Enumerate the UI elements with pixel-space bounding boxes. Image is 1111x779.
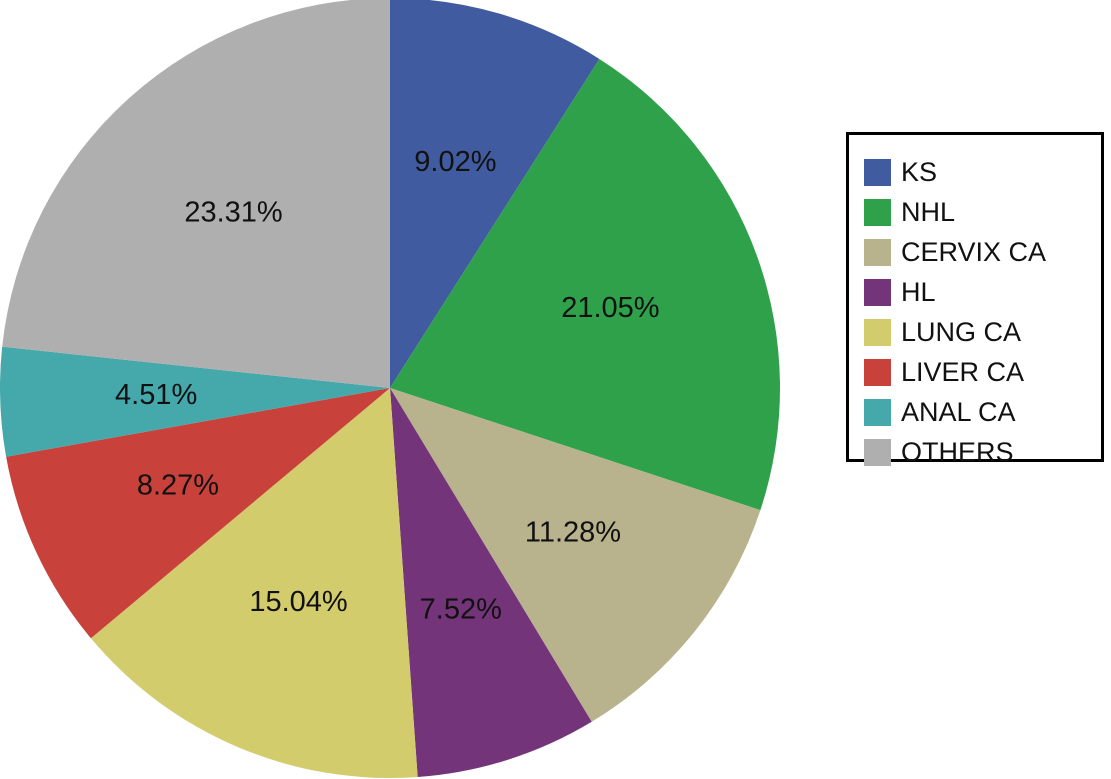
pie-slice-ks xyxy=(390,0,600,388)
legend-item-lung-ca: LUNG CA xyxy=(864,312,1101,352)
legend-label: LUNG CA xyxy=(901,316,1022,347)
pie-value-labels: 9.02% 21.05% 11.28% 7.52% 15.04% 8.27% 4.51% 23… xyxy=(115,146,660,626)
pie-slice-lung-ca xyxy=(90,388,418,778)
legend-item-cervix-ca: CERVIX CA xyxy=(864,232,1101,272)
legend-swatch xyxy=(864,238,891,266)
legend-swatch xyxy=(864,398,891,426)
pie-value-label-ks: 9.02% xyxy=(414,146,496,178)
pie-slice-hl xyxy=(390,388,592,778)
legend-label: LIVER CA xyxy=(901,356,1025,387)
legend-label: OTHERS xyxy=(901,436,1014,467)
legend-label: KS xyxy=(901,156,938,187)
legend-item-nhl: NHL xyxy=(864,192,1101,232)
legend-item-ks: KS xyxy=(864,152,1101,192)
legend-label: NHL xyxy=(901,196,956,227)
pie-value-label-hl: 7.52% xyxy=(420,594,502,626)
pie-value-label-anal-ca: 4.51% xyxy=(115,379,197,411)
legend-label: HL xyxy=(901,276,936,307)
pie-slice-anal-ca xyxy=(0,346,391,457)
pie-slice-nhl xyxy=(390,58,781,511)
pie-value-label-cervix-ca: 11.28% xyxy=(525,517,621,549)
pie-value-label-liver-ca: 8.27% xyxy=(137,470,219,502)
legend-swatch xyxy=(864,358,891,386)
legend-swatch xyxy=(864,438,891,466)
legend-item-liver-ca: LIVER CA xyxy=(864,352,1101,392)
legend-swatch xyxy=(864,278,891,306)
pie-slices xyxy=(0,0,781,778)
legend-label: ANAL CA xyxy=(901,396,1016,427)
legend-item-others: OTHERS xyxy=(864,432,1101,472)
legend-swatch xyxy=(864,198,891,226)
legend-swatch xyxy=(864,318,891,346)
legend: KS NHL CERVIX CA HL LUNG CA LIVER CA ANA… xyxy=(846,132,1104,466)
legend-label: CERVIX CA xyxy=(901,236,1047,267)
legend-item-hl: HL xyxy=(864,272,1101,312)
pie-value-label-nhl: 21.05% xyxy=(561,292,659,324)
legend-item-anal-ca: ANAL CA xyxy=(864,392,1101,432)
pie-slice-cervix-ca xyxy=(390,388,761,722)
pie-value-label-others: 23.31% xyxy=(184,197,282,229)
pie-slice-liver-ca xyxy=(6,388,391,639)
pie-value-label-lung-ca: 15.04% xyxy=(249,586,347,618)
pie-slice-others xyxy=(2,0,390,388)
legend-swatch xyxy=(864,158,891,186)
